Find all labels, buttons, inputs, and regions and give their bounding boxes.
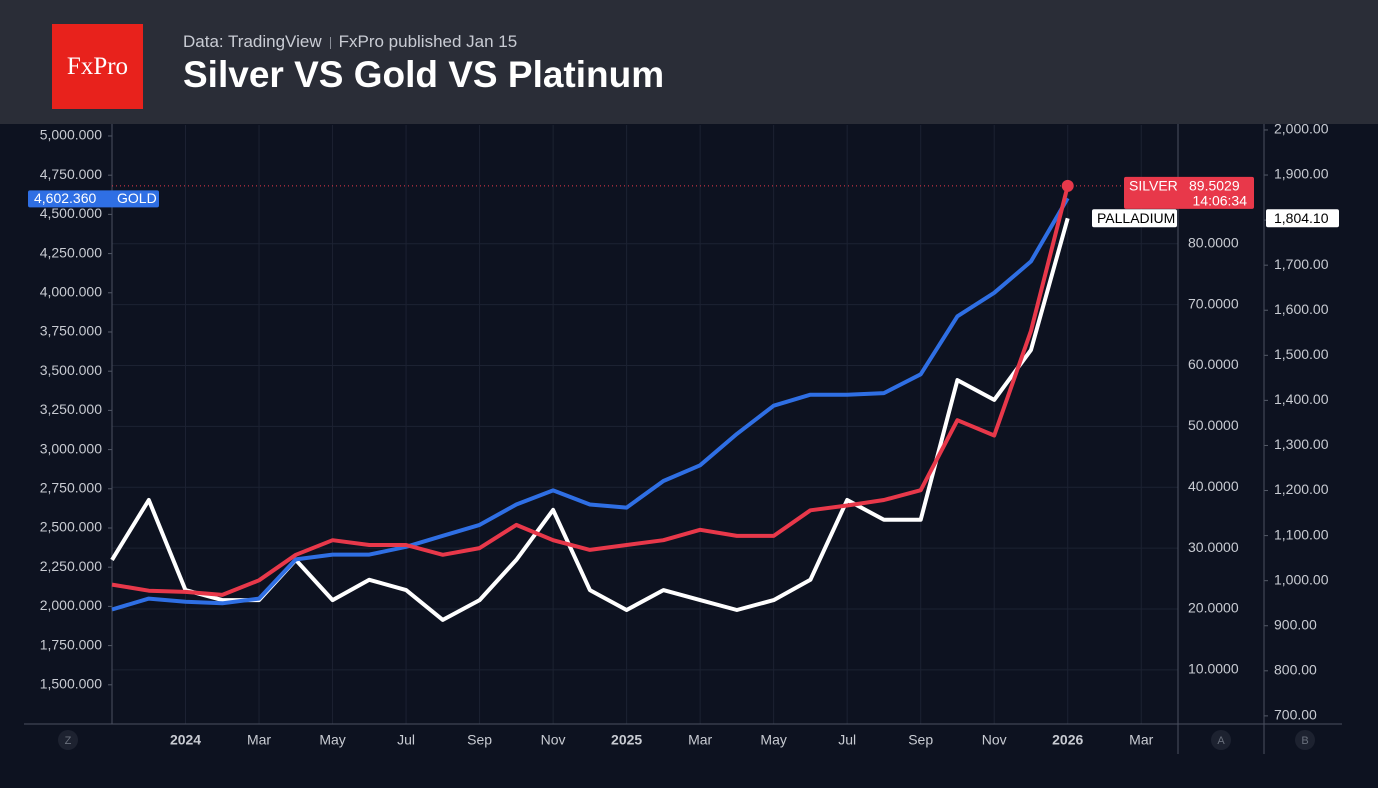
source: Data: TradingView [183, 32, 322, 51]
axis-button: Z [65, 735, 72, 747]
y2-tick-label: 60.0000 [1188, 356, 1239, 372]
subtitle: Data: TradingView FxPro published Jan 15 [183, 32, 517, 52]
x-tick-label: May [319, 732, 345, 748]
y-tick-label: 2,750.000 [40, 479, 102, 495]
y-tick-label: 4,500.000 [40, 205, 102, 221]
y-tick-label: 4,000.000 [40, 283, 102, 299]
y-tick-label: 1,750.000 [40, 636, 102, 652]
y2-tick-label: 70.0000 [1188, 295, 1239, 311]
value-label: 1,804.10 [1274, 210, 1329, 226]
y3-tick-label: 1,000.00 [1274, 571, 1329, 587]
logo: FxPro [52, 24, 143, 109]
divider [329, 36, 331, 49]
y-tick-label: 2,250.000 [40, 558, 102, 574]
y3-tick-label: 1,900.00 [1274, 166, 1329, 182]
series-line [111, 185, 1070, 597]
y3-tick-label: 1,700.00 [1274, 256, 1329, 272]
y3-tick-label: 1,500.00 [1274, 346, 1329, 362]
y3-tick-label: 900.00 [1274, 616, 1317, 632]
tag-bg [28, 190, 159, 208]
plot-bg [0, 124, 1378, 788]
x-tick-label: Jul [397, 732, 415, 748]
value-label: 4,602.360 [34, 190, 96, 206]
x-tick-label: 2026 [1052, 732, 1083, 748]
y-tick-label: 2,500.000 [40, 519, 102, 535]
chart-title: Silver VS Gold VS Platinum [183, 54, 665, 95]
tag-bg [1266, 209, 1339, 228]
y3-tick-label: 1,400.00 [1274, 391, 1329, 407]
y2-tick-label: 80.0000 [1188, 234, 1239, 250]
y-tick-label: 4,250.000 [40, 244, 102, 260]
y-tick-label: 1,500.000 [40, 676, 102, 692]
header: FxPro Data: TradingView FxPro published J… [0, 0, 1378, 124]
y2-tick-label: 30.0000 [1188, 539, 1239, 555]
y-tick-label: 3,500.000 [40, 362, 102, 378]
x-tick-label: Jul [838, 732, 856, 748]
y2-tick-label: 20.0000 [1188, 600, 1239, 616]
y3-tick-label: 800.00 [1274, 662, 1317, 678]
x-tick-label: 2024 [170, 732, 201, 748]
legend-label: GOLD [117, 190, 157, 206]
value-label: 89.5029 [1189, 178, 1240, 194]
x-tick-label: Mar [1129, 732, 1153, 748]
chart: 2024 Mar May Jul Sep Nov 2025 Mar May Jul Sep Nov 20… [0, 124, 1378, 788]
x-tick-label: Mar [688, 732, 712, 748]
axis-button: A [1217, 735, 1225, 747]
x-tick-label: May [760, 732, 786, 748]
axis-button: B [1301, 735, 1308, 747]
legend-label: SILVER [1129, 178, 1178, 194]
axis-button-bg [58, 730, 78, 750]
countdown: 14:06:34 [1193, 193, 1248, 209]
y-tick-label: 3,250.000 [40, 401, 102, 417]
series-line [111, 197, 1070, 612]
y3-tick-label: 1,300.00 [1274, 436, 1329, 452]
y-tick-label: 5,000.000 [40, 127, 102, 143]
end-point [1061, 179, 1074, 192]
y3-tick-label: 1,100.00 [1274, 526, 1329, 542]
y2-tick-label: 50.0000 [1188, 417, 1239, 433]
y-tick-label: 2,000.000 [40, 597, 102, 613]
y2-tick-label: 10.0000 [1188, 661, 1239, 677]
x-tick-label: 2025 [611, 732, 642, 748]
legend-label: PALLADIUM [1097, 210, 1175, 226]
x-tick-label: Sep [467, 732, 492, 748]
x-tick-label: Mar [247, 732, 271, 748]
tag-bg [1124, 176, 1254, 209]
y-tick-label: 3,750.000 [40, 323, 102, 339]
y3-tick-label: 2,000.00 [1274, 124, 1329, 137]
x-tick-label: Nov [541, 732, 566, 748]
y3-tick-label: 1,200.00 [1274, 481, 1329, 497]
y3-tick-label: 700.00 [1274, 707, 1317, 723]
y2-tick-label: 40.0000 [1188, 478, 1239, 494]
tag-bg [1092, 209, 1177, 228]
y-tick-label: 3,000.000 [40, 440, 102, 456]
published: FxPro published Jan 15 [338, 32, 518, 51]
axis-button-bg [1211, 730, 1231, 750]
x-tick-label: Nov [982, 732, 1007, 748]
x-tick-label: Sep [908, 732, 933, 748]
axis-button-bg [1295, 730, 1315, 750]
y3-tick-label: 1,600.00 [1274, 301, 1329, 317]
y-tick-label: 4,750.000 [40, 166, 102, 182]
